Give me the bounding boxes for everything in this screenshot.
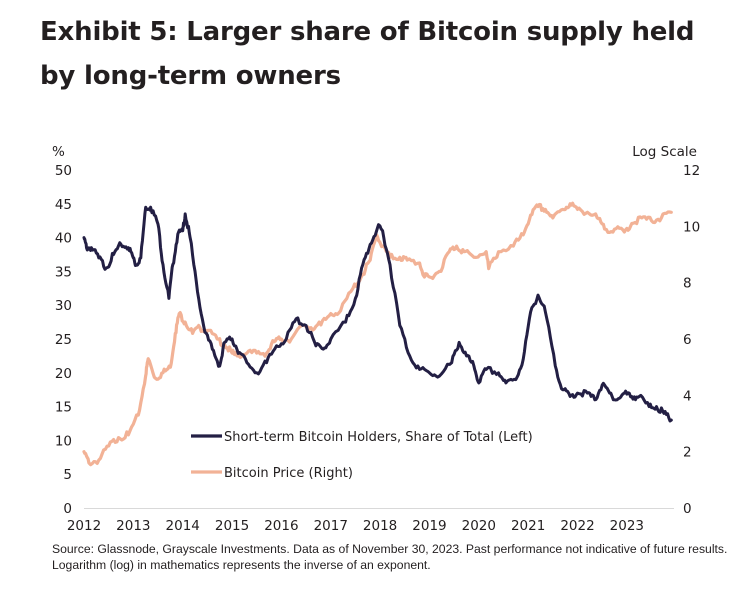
series-layer xyxy=(82,201,673,467)
x-tick-label: 2018 xyxy=(363,518,397,534)
x-tick-label: 2015 xyxy=(215,518,249,534)
legend-label: Bitcoin Price (Right) xyxy=(224,466,353,481)
x-tick-label: 2023 xyxy=(610,518,644,534)
y-right-tick-label: 2 xyxy=(683,445,692,461)
x-tick-label: 2020 xyxy=(462,518,496,534)
axes: % Log Scale 0 5 10 15 20 25 30 35 40 45 50 0 2 4 6 8 10 12 2… xyxy=(52,144,700,534)
x-tick-label: 2014 xyxy=(166,518,200,534)
y-left-tick-label: 35 xyxy=(55,264,72,280)
chart-title: Exhibit 5: Larger share of Bitcoin suppl… xyxy=(40,17,695,91)
legend-label: Short-term Bitcoin Holders, Share of Tot… xyxy=(224,430,533,445)
y-right-tick-label: 6 xyxy=(683,332,692,348)
series-line-bitcoin-price xyxy=(82,201,673,467)
source-note: Source: Glassnode, Grayscale Investments… xyxy=(52,542,728,572)
y-left-tick-label: 0 xyxy=(63,501,72,517)
y-left-tick-label: 25 xyxy=(55,332,72,348)
y-left-tick-label: 20 xyxy=(55,366,72,382)
x-tick-label: 2012 xyxy=(67,518,101,534)
y-left-tick-label: 30 xyxy=(55,298,72,314)
y-right-tick-label: 12 xyxy=(683,163,700,179)
x-tick-label: 2017 xyxy=(314,518,348,534)
x-tick-label: 2013 xyxy=(116,518,150,534)
y-right-tick-label: 8 xyxy=(683,276,692,292)
series-line-sth-share xyxy=(82,205,673,423)
legend: Short-term Bitcoin Holders, Share of Tot… xyxy=(191,430,533,481)
y-right-tick-label: 4 xyxy=(683,388,692,404)
y-left-tick-label: 10 xyxy=(55,433,72,449)
x-tick-label: 2019 xyxy=(412,518,446,534)
y-left-tick-label: 40 xyxy=(55,231,72,247)
x-tick-label: 2022 xyxy=(560,518,594,534)
y-right-tick-label: 10 xyxy=(683,219,700,235)
left-axis-label: % xyxy=(52,144,65,160)
x-tick-label: 2021 xyxy=(511,518,545,534)
y-left-tick-label: 45 xyxy=(55,197,72,213)
x-tick-label: 2016 xyxy=(264,518,298,534)
y-left-tick-label: 50 xyxy=(55,163,72,179)
legend-item-sth-share: Short-term Bitcoin Holders, Share of Tot… xyxy=(191,430,533,445)
right-axis-label: Log Scale xyxy=(632,144,697,160)
y-right-tick-label: 0 xyxy=(683,501,692,517)
y-left-tick-label: 15 xyxy=(55,400,72,416)
y-left-tick-label: 5 xyxy=(63,467,72,483)
legend-item-bitcoin-price: Bitcoin Price (Right) xyxy=(191,466,353,481)
